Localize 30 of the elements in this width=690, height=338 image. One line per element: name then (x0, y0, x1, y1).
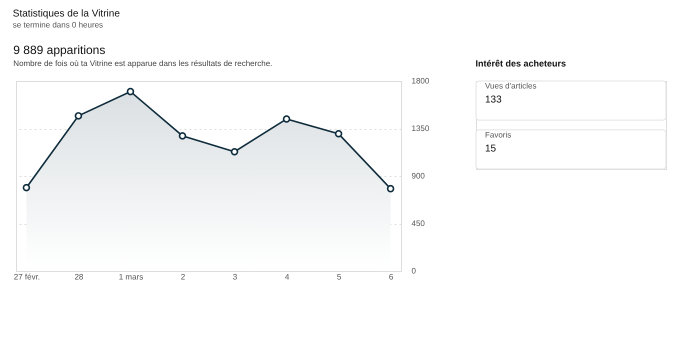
category-label: Favoris (485, 130, 512, 140)
data-label: 133 (485, 94, 502, 106)
y-tick-label: 450 (412, 219, 426, 228)
point (22, 184, 30, 192)
chart-title: Statistiques de la Vitrine (12, 8, 120, 20)
point (178, 132, 186, 140)
x-tick-label: 28 (74, 272, 84, 282)
point (334, 130, 342, 138)
x-tick-label: 2 (180, 272, 186, 282)
point (230, 148, 238, 156)
y-tick-label: 1800 (412, 76, 430, 86)
point (386, 184, 394, 192)
x-tick-label: 4 (284, 272, 290, 282)
data-label: 15 (485, 144, 497, 155)
x-tick-label: 1 mars (118, 272, 144, 282)
x-tick-label: 27 févr. (14, 272, 40, 282)
text: Intérêt des acheteurs (476, 58, 566, 68)
category-label: Vues d'articles (485, 82, 536, 91)
y-tick-label: 900 (412, 172, 426, 180)
point (282, 115, 290, 123)
chart-subtitle: se termine dans 0 heures (12, 20, 104, 30)
y-tick-label: 1350 (412, 124, 430, 133)
y-tick-label: 0 (412, 266, 416, 276)
x-tick-label: 3 (232, 272, 238, 282)
text: 9 889 apparitions (13, 43, 106, 57)
point (126, 88, 134, 96)
x-tick-label: 6 (388, 272, 394, 282)
x-tick-label: 5 (336, 272, 342, 282)
text: Nombre de fois où ta Vitrine est apparue dans les résultats de recherche. (13, 59, 272, 68)
point (74, 112, 82, 120)
